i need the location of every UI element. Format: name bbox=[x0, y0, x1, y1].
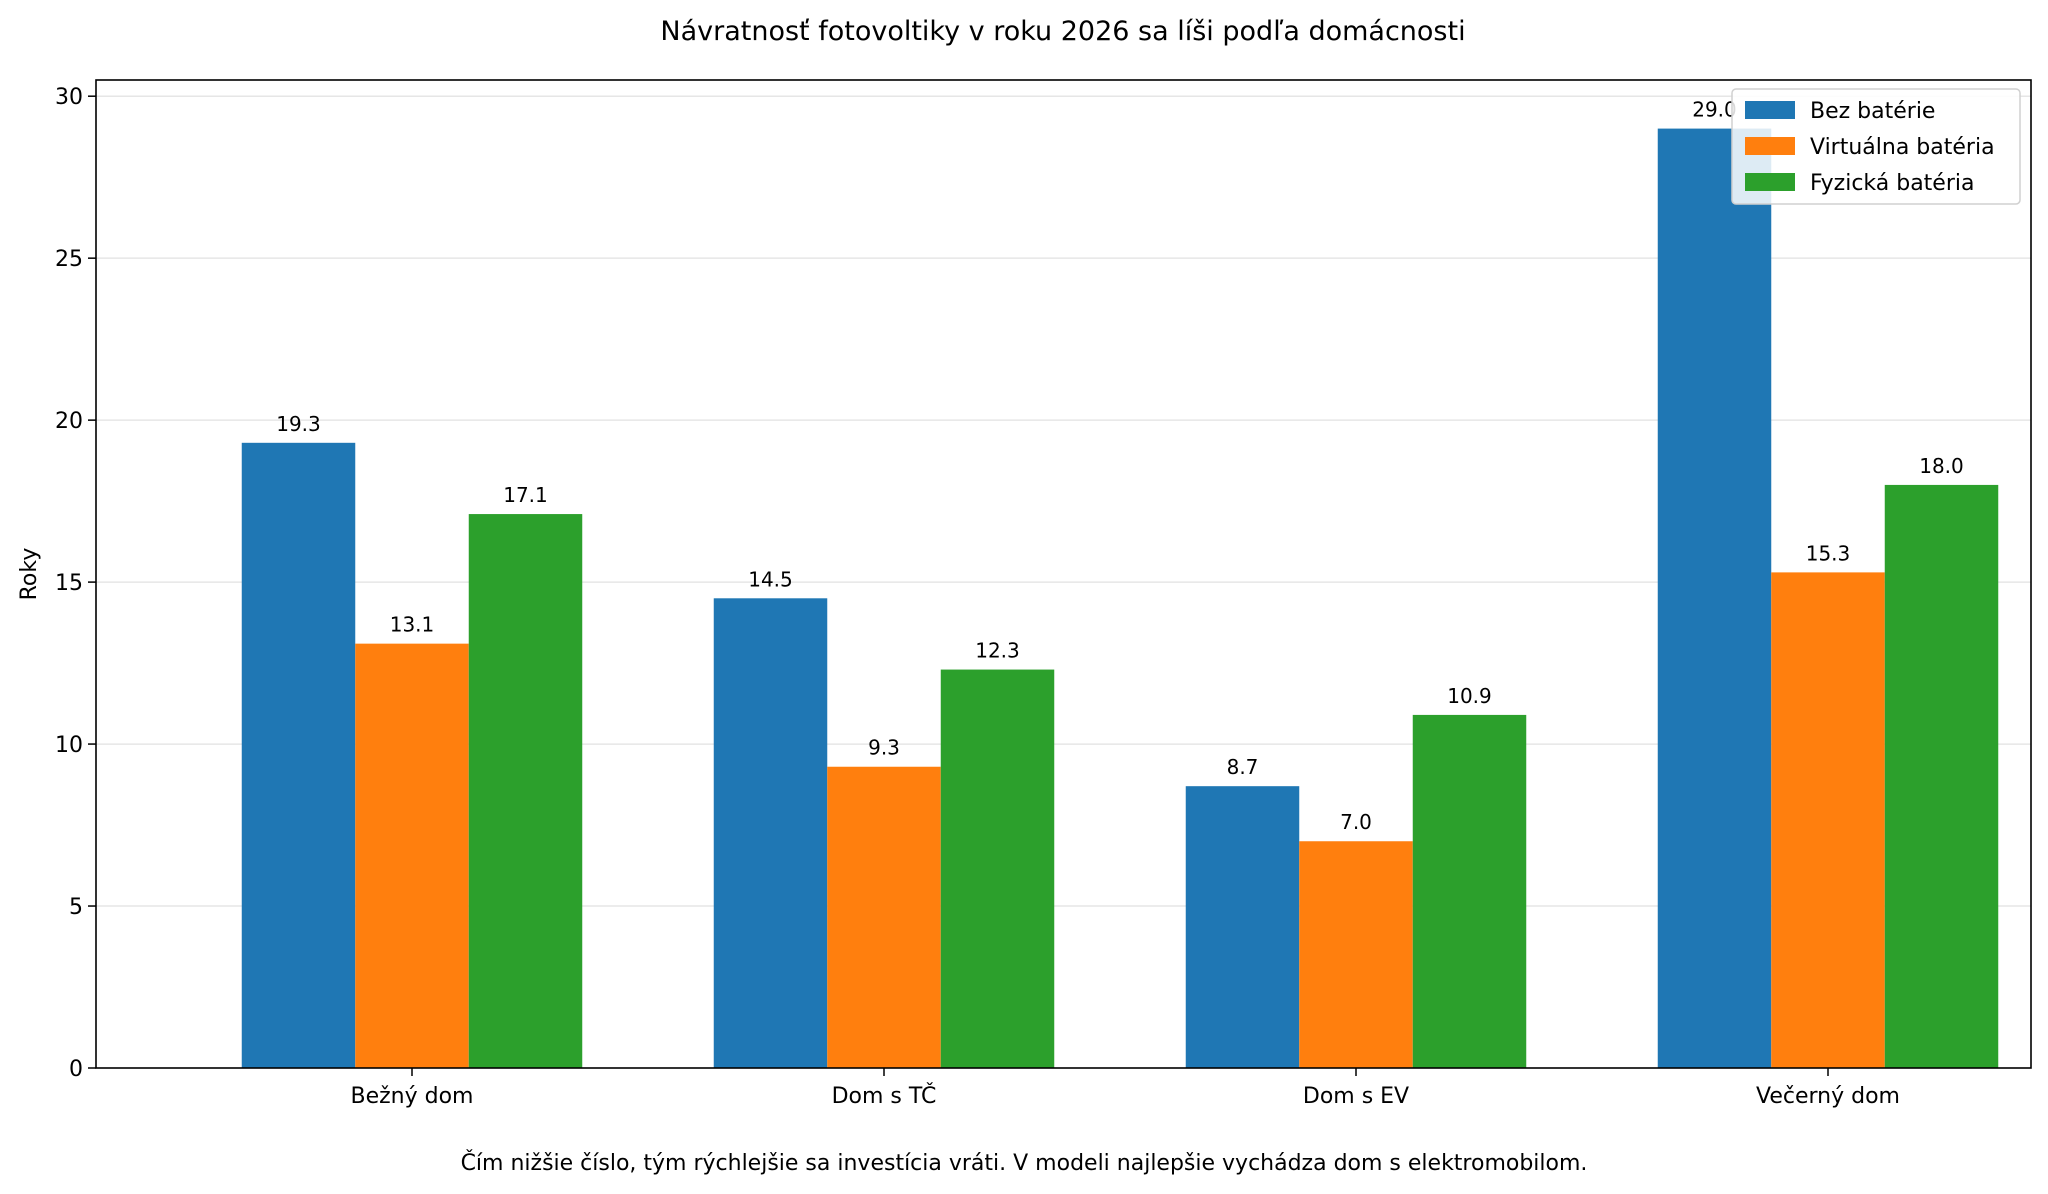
x-tick-label: Dom s EV bbox=[1303, 1084, 1409, 1109]
y-tick-label: 10 bbox=[55, 733, 83, 758]
plot-frame bbox=[95, 79, 2032, 1069]
x-tick-label: Dom s TČ bbox=[832, 1083, 937, 1109]
value-label: 9.3 bbox=[868, 736, 900, 760]
legend-label: Fyzická batéria bbox=[1810, 171, 1974, 196]
chart-title: Návratnosť fotovoltiky v roku 2026 sa lí… bbox=[660, 16, 1465, 47]
legend-items: Bez batérie Virtuálna batéria Fyzická baté… bbox=[1745, 99, 1995, 196]
bars bbox=[241, 128, 1999, 1069]
legend-swatch bbox=[1745, 173, 1795, 191]
y-axis-label: Roky bbox=[17, 548, 42, 601]
bar bbox=[827, 766, 941, 1068]
x-axis-ticks: Bežný dom Dom s TČ Dom s EV Večerný dom bbox=[351, 1068, 1900, 1109]
legend-swatch bbox=[1745, 101, 1795, 119]
bar bbox=[1412, 714, 1527, 1068]
value-labels: 19.3 13.1 17.1 14.5 9.3 12.3 8.7 7.0 10.9 29.0 15.… bbox=[276, 98, 1964, 835]
y-tick-label: 0 bbox=[69, 1057, 83, 1082]
bar bbox=[1185, 786, 1300, 1068]
value-label: 12.3 bbox=[975, 639, 1020, 663]
y-tick-label: 20 bbox=[55, 409, 83, 434]
value-label: 14.5 bbox=[748, 567, 793, 591]
value-label: 7.0 bbox=[1340, 810, 1372, 834]
bar bbox=[1884, 484, 1999, 1068]
value-label: 17.1 bbox=[503, 483, 548, 507]
legend-label: Virtuálna batéria bbox=[1810, 135, 1995, 160]
value-label: 15.3 bbox=[1806, 541, 1851, 565]
bar bbox=[1299, 841, 1413, 1068]
value-label: 8.7 bbox=[1227, 755, 1259, 779]
bar bbox=[468, 514, 583, 1068]
bar bbox=[1771, 572, 1885, 1068]
bar bbox=[713, 598, 828, 1068]
y-tick-label: 15 bbox=[55, 571, 83, 596]
value-label: 10.9 bbox=[1447, 684, 1492, 708]
y-axis-ticks: 0 5 10 15 20 25 30 bbox=[55, 85, 96, 1082]
value-label: 19.3 bbox=[276, 412, 321, 436]
bar bbox=[940, 669, 1055, 1068]
value-label: 29.0 bbox=[1692, 98, 1737, 122]
bar bbox=[241, 442, 356, 1069]
chart-caption: Čím nižšie číslo, tým rýchlejšie sa inve… bbox=[461, 1150, 1588, 1176]
legend: Bez batérie Virtuálna batéria Fyzická baté… bbox=[1731, 88, 2021, 205]
y-tick-label: 5 bbox=[69, 895, 83, 920]
legend-swatch bbox=[1745, 137, 1795, 155]
y-tick-label: 25 bbox=[55, 247, 83, 272]
bar bbox=[1657, 128, 1772, 1069]
x-tick-label: Večerný dom bbox=[1756, 1084, 1900, 1109]
x-tick-label: Bežný dom bbox=[351, 1084, 474, 1109]
value-label: 13.1 bbox=[390, 613, 435, 637]
bar bbox=[355, 643, 469, 1068]
legend-label: Bez batérie bbox=[1810, 99, 1935, 124]
legend-frame bbox=[1731, 88, 2021, 205]
y-tick-label: 30 bbox=[55, 85, 83, 110]
value-label: 18.0 bbox=[1919, 454, 1964, 478]
